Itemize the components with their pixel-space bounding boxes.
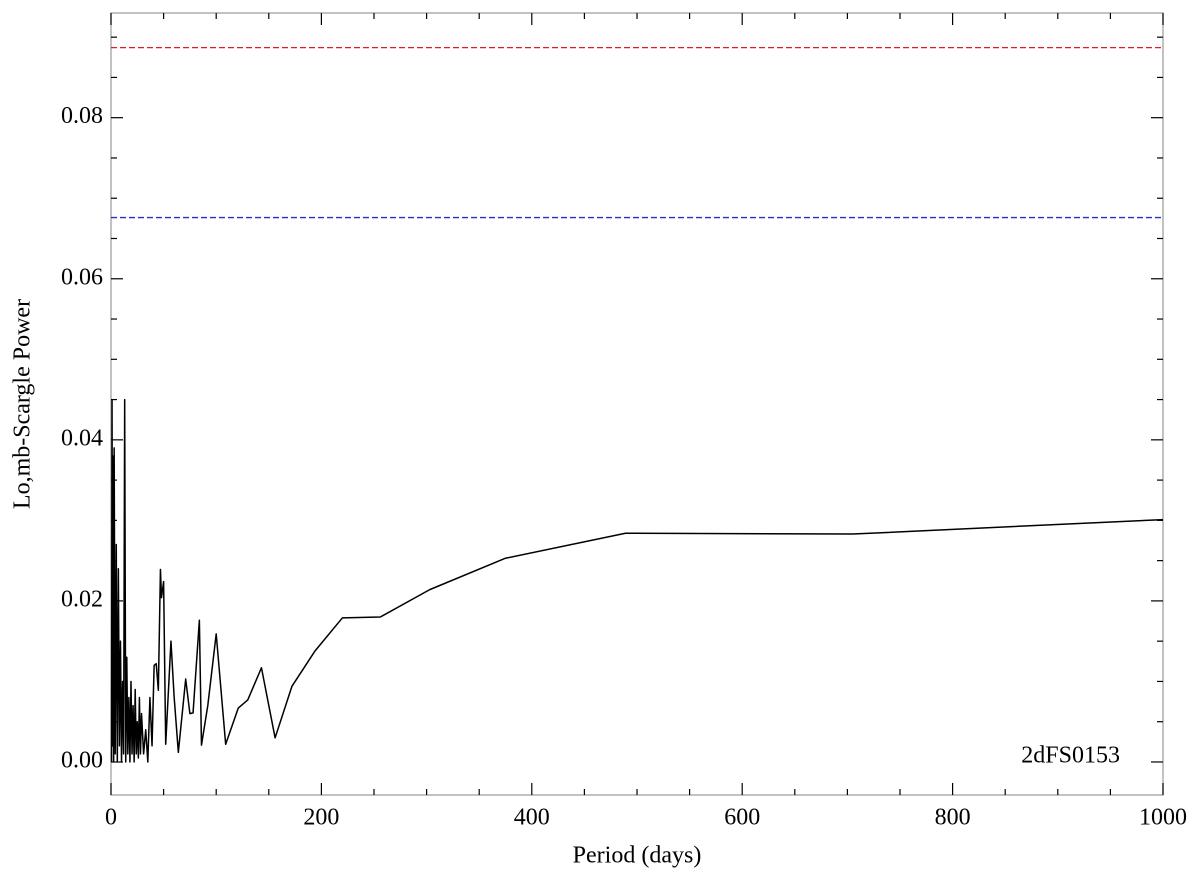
- x-tick-label: 400: [514, 805, 550, 831]
- periodogram-line: [110, 398, 1164, 763]
- y-tick-label: 0.06: [61, 264, 103, 290]
- y-tick-label: 0.02: [61, 586, 103, 612]
- y-tick-label: 0.08: [61, 103, 103, 129]
- x-tick-label: 800: [935, 805, 971, 831]
- y-tick-label: 0.04: [61, 425, 103, 451]
- x-tick-label: 600: [724, 805, 760, 831]
- x-tick-label: 0: [105, 805, 117, 831]
- x-axis-label: Period (days): [573, 843, 702, 869]
- plot-frame: [110, 12, 1164, 796]
- y-axis-label: Lo,mb-Scargle Power: [10, 299, 36, 509]
- x-tick-label: 200: [303, 805, 339, 831]
- x-tick-label: 1000: [1139, 805, 1187, 831]
- annotation: 2dFS0153: [1021, 743, 1120, 769]
- y-tick-label: 0.00: [61, 747, 103, 773]
